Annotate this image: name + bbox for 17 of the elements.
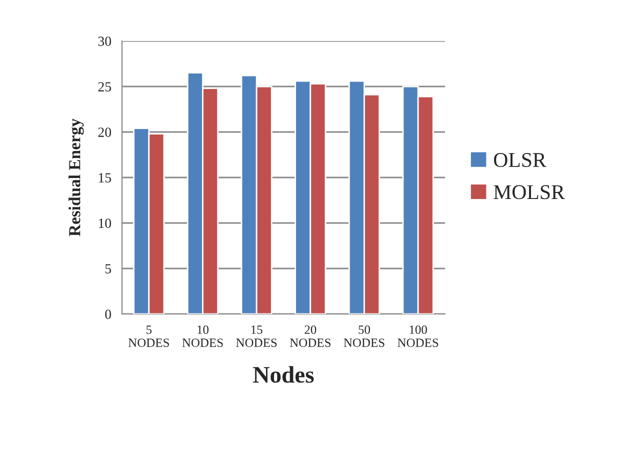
y-tick-label: 15 xyxy=(98,173,112,182)
y-tick-label: 0 xyxy=(105,310,112,319)
x-tick-label: 5 NODES xyxy=(128,326,169,347)
x-axis-title: Nodes xyxy=(253,366,314,383)
y-tick-label: 30 xyxy=(98,36,112,46)
x-tick-label: 100 NODES xyxy=(398,325,438,347)
y-axis-title: Residual Energy xyxy=(68,118,84,236)
x-tick-label: 10 NODES xyxy=(182,325,223,347)
x-tick-label: 20 NODES xyxy=(290,325,330,347)
y-tick-label: 5 xyxy=(105,264,112,274)
legend-label: OLSR xyxy=(494,153,546,168)
y-tick-label: 20 xyxy=(98,128,112,137)
y-tick-label: 25 xyxy=(98,82,112,92)
x-tick-label: 50 NODES xyxy=(344,325,384,347)
legend-label: MOLSR xyxy=(494,185,565,200)
x-tick-label: 15 NODES xyxy=(236,326,277,347)
y-tick-label: 10 xyxy=(98,218,112,228)
